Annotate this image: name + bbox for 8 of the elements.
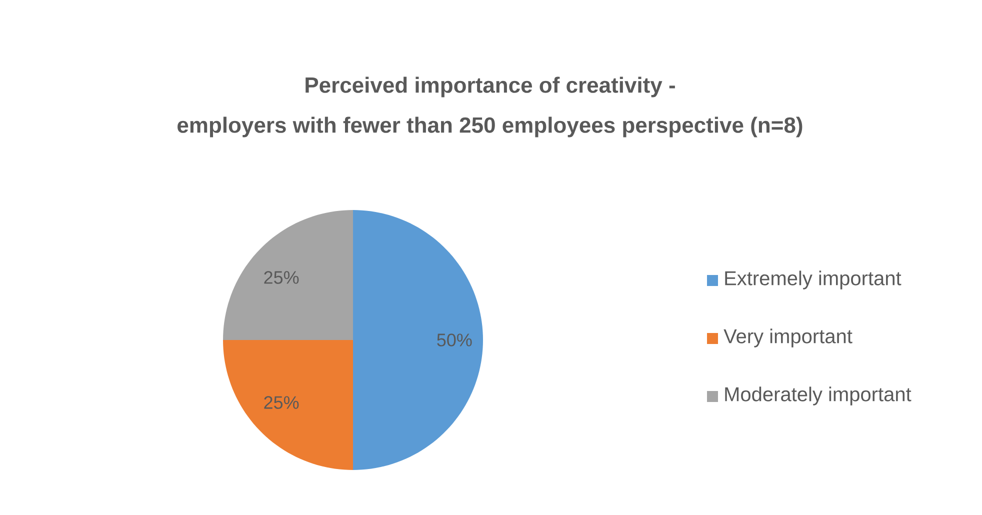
data-label: 50% [437,334,472,346]
data-label: 25% [264,271,299,284]
data-label: 25% [264,396,299,409]
chart-title: Perceived importance of creativity - [306,76,675,98]
legend-label: Moderately important [725,386,912,406]
chart-subtitle: employers with fewer than 250 employees perspective (n=8) [178,116,802,138]
legend-label: Very important [724,328,852,348]
legend-label: Extremely important [725,270,902,290]
